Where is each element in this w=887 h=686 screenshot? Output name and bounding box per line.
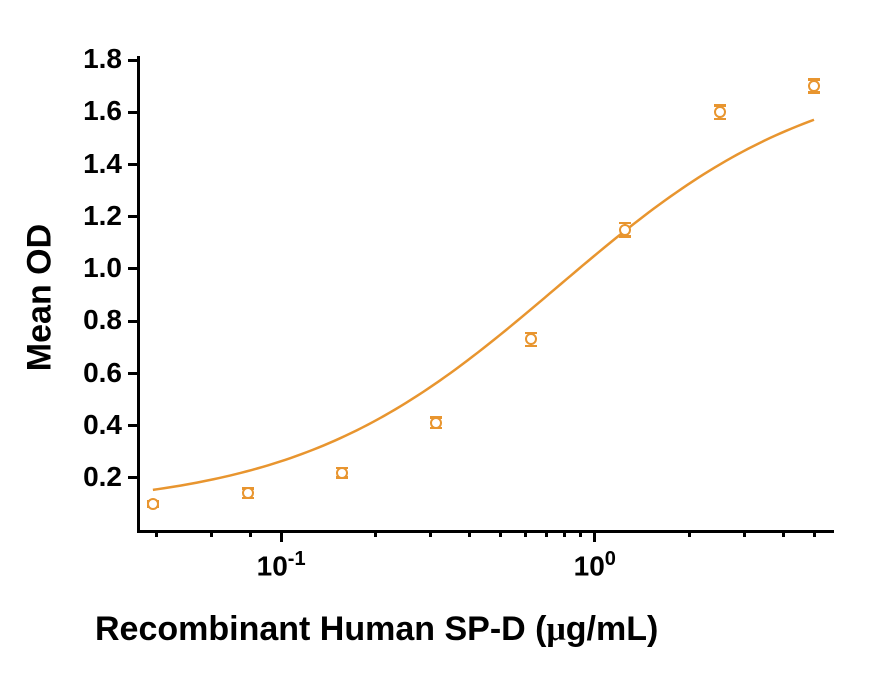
y-tick-label: 1.6 xyxy=(0,95,122,127)
x-tick-label: 100 xyxy=(545,548,645,582)
fitted-curve xyxy=(140,60,830,530)
y-tick-label: 1.4 xyxy=(0,148,122,180)
x-tick-minor xyxy=(374,530,377,537)
x-tick-minor xyxy=(579,530,582,537)
x-tick-minor xyxy=(249,530,252,537)
x-tick-minor xyxy=(813,530,816,537)
x-tick-label: 10-1 xyxy=(231,548,331,582)
data-marker xyxy=(525,333,537,345)
dose-response-chart: 0.2 0.4 0.6 0.8 1.0 1.2 1.4 1.6 1.8 10-1 100 Mean… xyxy=(0,0,887,686)
y-tick-label: 1.8 xyxy=(0,43,122,75)
x-tick-minor xyxy=(499,530,502,537)
x-tick-minor xyxy=(524,530,527,537)
data-marker xyxy=(242,487,254,499)
data-marker xyxy=(336,467,348,479)
y-tick-label: 1.2 xyxy=(0,200,122,232)
x-tick-minor xyxy=(563,530,566,537)
y-tick xyxy=(128,267,140,270)
y-axis-title: Mean OD xyxy=(21,213,60,383)
y-tick-label: 1.0 xyxy=(0,252,122,284)
y-tick xyxy=(128,320,140,323)
y-tick-label: 0.2 xyxy=(0,461,122,493)
x-tick-minor xyxy=(545,530,548,537)
x-tick-minor xyxy=(782,530,785,537)
y-tick xyxy=(128,215,140,218)
y-tick xyxy=(128,111,140,114)
x-tick-minor xyxy=(688,530,691,537)
x-tick-minor xyxy=(468,530,471,537)
x-tick-minor xyxy=(155,530,158,537)
x-tick-minor xyxy=(210,530,213,537)
data-marker xyxy=(430,417,442,429)
data-marker xyxy=(147,498,159,510)
x-axis-line xyxy=(137,530,834,533)
x-tick-minor xyxy=(429,530,432,537)
y-tick xyxy=(128,476,140,479)
x-tick-major xyxy=(280,530,283,542)
data-marker xyxy=(619,224,631,236)
x-tick-minor xyxy=(743,530,746,537)
y-tick xyxy=(128,424,140,427)
y-tick xyxy=(128,163,140,166)
y-tick xyxy=(128,59,140,62)
x-axis-title: Recombinant Human SP-D (μg/mL) xyxy=(95,610,658,649)
y-tick xyxy=(128,372,140,375)
data-marker xyxy=(714,106,726,118)
y-tick-label: 0.8 xyxy=(0,304,122,336)
y-tick-label: 0.4 xyxy=(0,409,122,441)
x-tick-major xyxy=(593,530,596,542)
data-marker xyxy=(808,80,820,92)
y-tick-label: 0.6 xyxy=(0,357,122,389)
